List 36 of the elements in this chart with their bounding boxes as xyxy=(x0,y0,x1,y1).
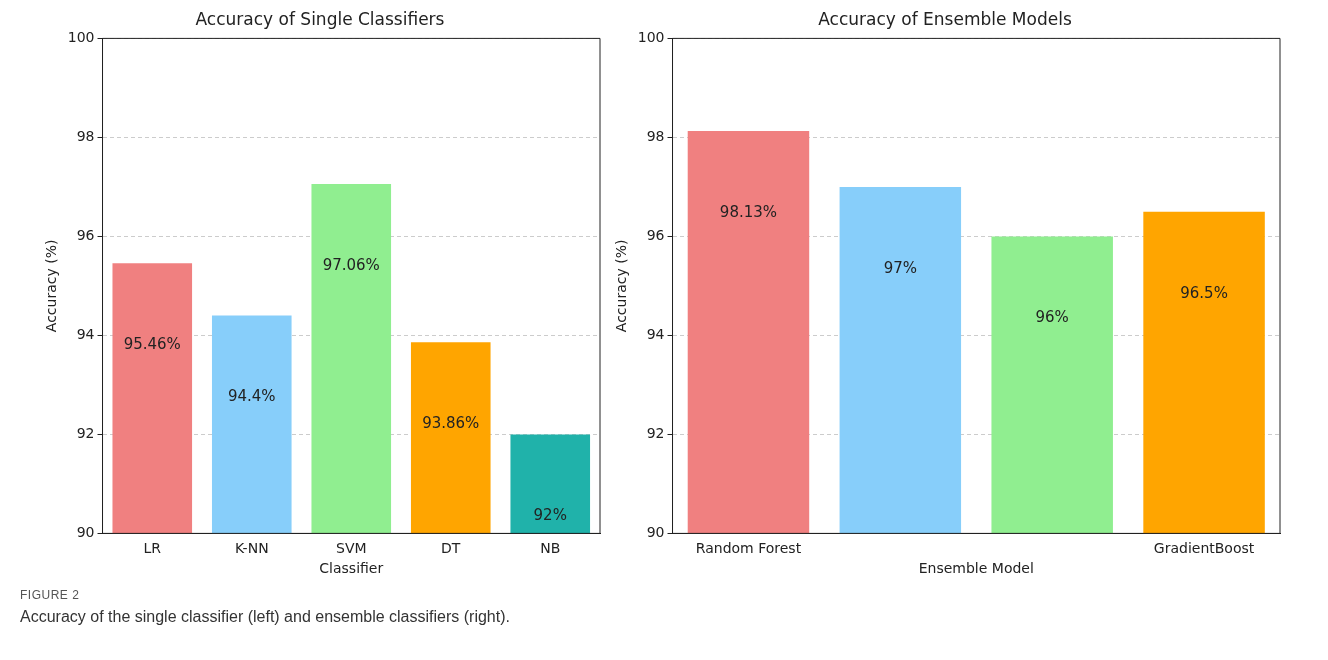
y-tick-label: 100 xyxy=(67,29,95,46)
y-tick-label: 94 xyxy=(646,326,665,343)
y-tick-label: 96 xyxy=(76,227,95,244)
y-tick-label: 98 xyxy=(646,128,665,145)
y-tick-label: 90 xyxy=(646,524,665,541)
x-tick-label: GradientBoost xyxy=(1153,540,1255,557)
x-tick-label: LR xyxy=(143,540,162,557)
data-label: 96.5% xyxy=(1180,283,1228,302)
x-tick-label: NB xyxy=(540,540,561,557)
x-tick-label: SVM xyxy=(335,540,367,557)
data-label: 92% xyxy=(533,506,567,525)
data-label: 97% xyxy=(883,258,917,277)
data-label: 94.4% xyxy=(227,387,276,406)
x-axis-title: Ensemble Model xyxy=(918,560,1034,577)
x-tick-label: K-NN xyxy=(234,540,269,557)
y-tick-label: 98 xyxy=(76,128,95,145)
data-label: 95.46% xyxy=(123,335,181,354)
y-tick-label: 92 xyxy=(76,425,95,442)
y-tick-label: 92 xyxy=(646,425,665,442)
y-tick-label: 90 xyxy=(76,524,95,541)
data-label: 98.13% xyxy=(719,202,778,221)
x-tick-label: DT xyxy=(441,540,461,557)
x-axis-title: Classifier xyxy=(319,560,384,577)
y-axis-title: Accuracy (%) xyxy=(613,239,630,333)
caption: FIGURE 2 xyxy=(20,588,81,602)
y-axis-title: Accuracy (%) xyxy=(43,239,60,333)
chart-title: Accuracy of Ensemble Models xyxy=(818,8,1072,29)
text: Accuracy of the single classifier (left) and ensemble classifiers (right). xyxy=(20,608,510,626)
data-label: 93.86% xyxy=(422,414,480,433)
data-label: 97.06% xyxy=(322,255,380,274)
y-tick-label: 100 xyxy=(637,29,665,46)
chart-title: Accuracy of Single Classifiers xyxy=(195,8,445,29)
data-label: 96% xyxy=(1035,308,1069,327)
y-tick-label: 96 xyxy=(646,227,665,244)
y-tick-label: 94 xyxy=(76,326,95,343)
x-tick-label: Random Forest xyxy=(695,540,802,557)
